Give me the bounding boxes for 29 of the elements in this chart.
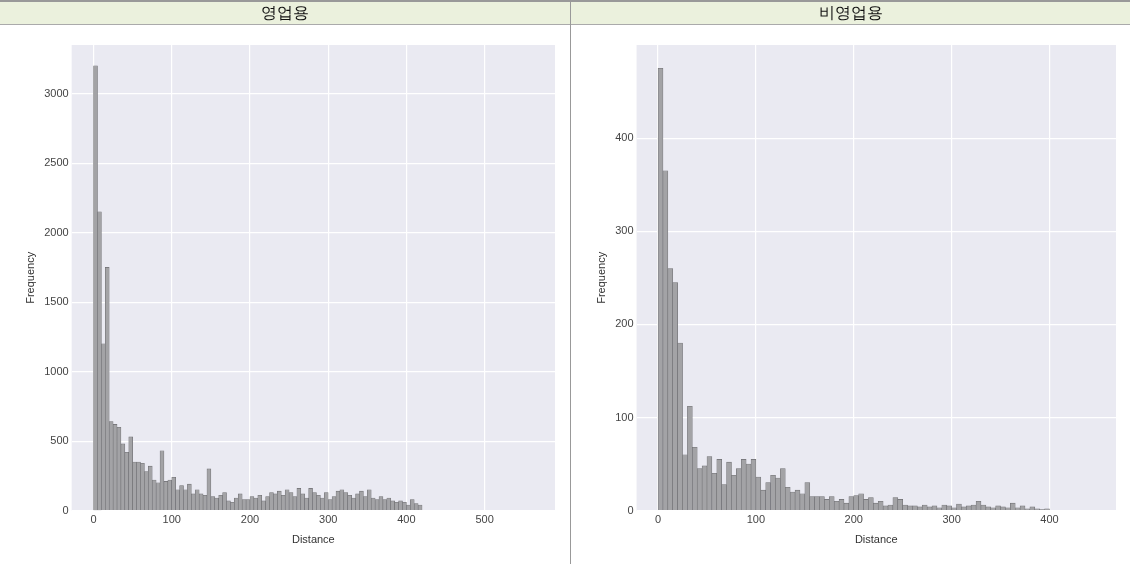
x-tick-label: 100 xyxy=(746,513,766,526)
x-tick-label: 0 xyxy=(90,513,97,526)
x-tick-label: 200 xyxy=(844,513,863,526)
x-axis-title: Distance xyxy=(854,533,898,546)
y-tick-label: 200 xyxy=(615,317,634,330)
y-tick-label: 1500 xyxy=(44,295,69,308)
x-tick-label: 500 xyxy=(475,513,494,526)
y-tick-label: 0 xyxy=(62,503,69,516)
y-tick-label: 500 xyxy=(50,434,69,447)
y-tick-label: 2500 xyxy=(44,156,69,169)
y-tick-label: 2000 xyxy=(44,225,69,238)
x-axis-title: Distance xyxy=(291,533,335,546)
y-axis-title: Frequency xyxy=(23,251,36,304)
y-tick-label: 0 xyxy=(627,503,634,516)
y-tick-label: 100 xyxy=(615,410,634,423)
y-axis-title: Frequency xyxy=(594,251,607,304)
chart-title: 비영업용 xyxy=(571,0,1130,25)
chart-title: 영업용 xyxy=(0,0,570,25)
x-tick-label: 400 xyxy=(397,513,416,526)
x-tick-label: 100 xyxy=(162,513,181,526)
x-tick-label: 0 xyxy=(655,513,662,526)
y-tick-label: 1000 xyxy=(44,364,69,377)
x-tick-label: 300 xyxy=(942,513,961,526)
x-tick-label: 200 xyxy=(240,513,260,526)
y-tick-label: 300 xyxy=(615,224,634,237)
x-tick-label: 400 xyxy=(1040,513,1059,526)
y-tick-label: 400 xyxy=(615,131,634,144)
y-tick-label: 3000 xyxy=(44,86,69,99)
x-tick-label: 300 xyxy=(319,513,338,526)
